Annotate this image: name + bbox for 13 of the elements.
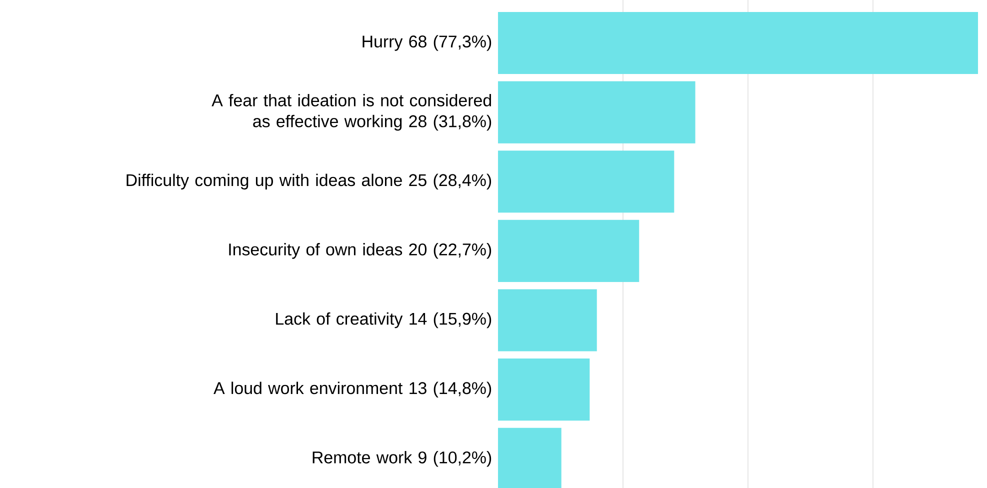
bar: [498, 220, 640, 282]
y-tick-label: A loud work environment 13 (14,8%): [214, 382, 492, 398]
y-tick-label: Hurry 68 (77,3%): [362, 35, 492, 51]
bar: [498, 150, 674, 213]
y-tick-label: Insecurity of own ideas 20 (22,7%): [229, 243, 492, 259]
y-tick-label: A fear that ideation is not considered as effective working 28 (31,8%): [212, 94, 492, 131]
y-tick-label: Remote work 9 (10,2%): [312, 451, 492, 467]
bar: [498, 12, 978, 74]
bar: [498, 358, 590, 421]
y-tick-label: Difficulty coming up with ideas alone 25 (28,4%): [126, 174, 492, 190]
y-tick-label: Lack of creativity 14 (15,9%): [276, 312, 492, 328]
bar: [498, 289, 597, 352]
bar: [498, 81, 696, 144]
